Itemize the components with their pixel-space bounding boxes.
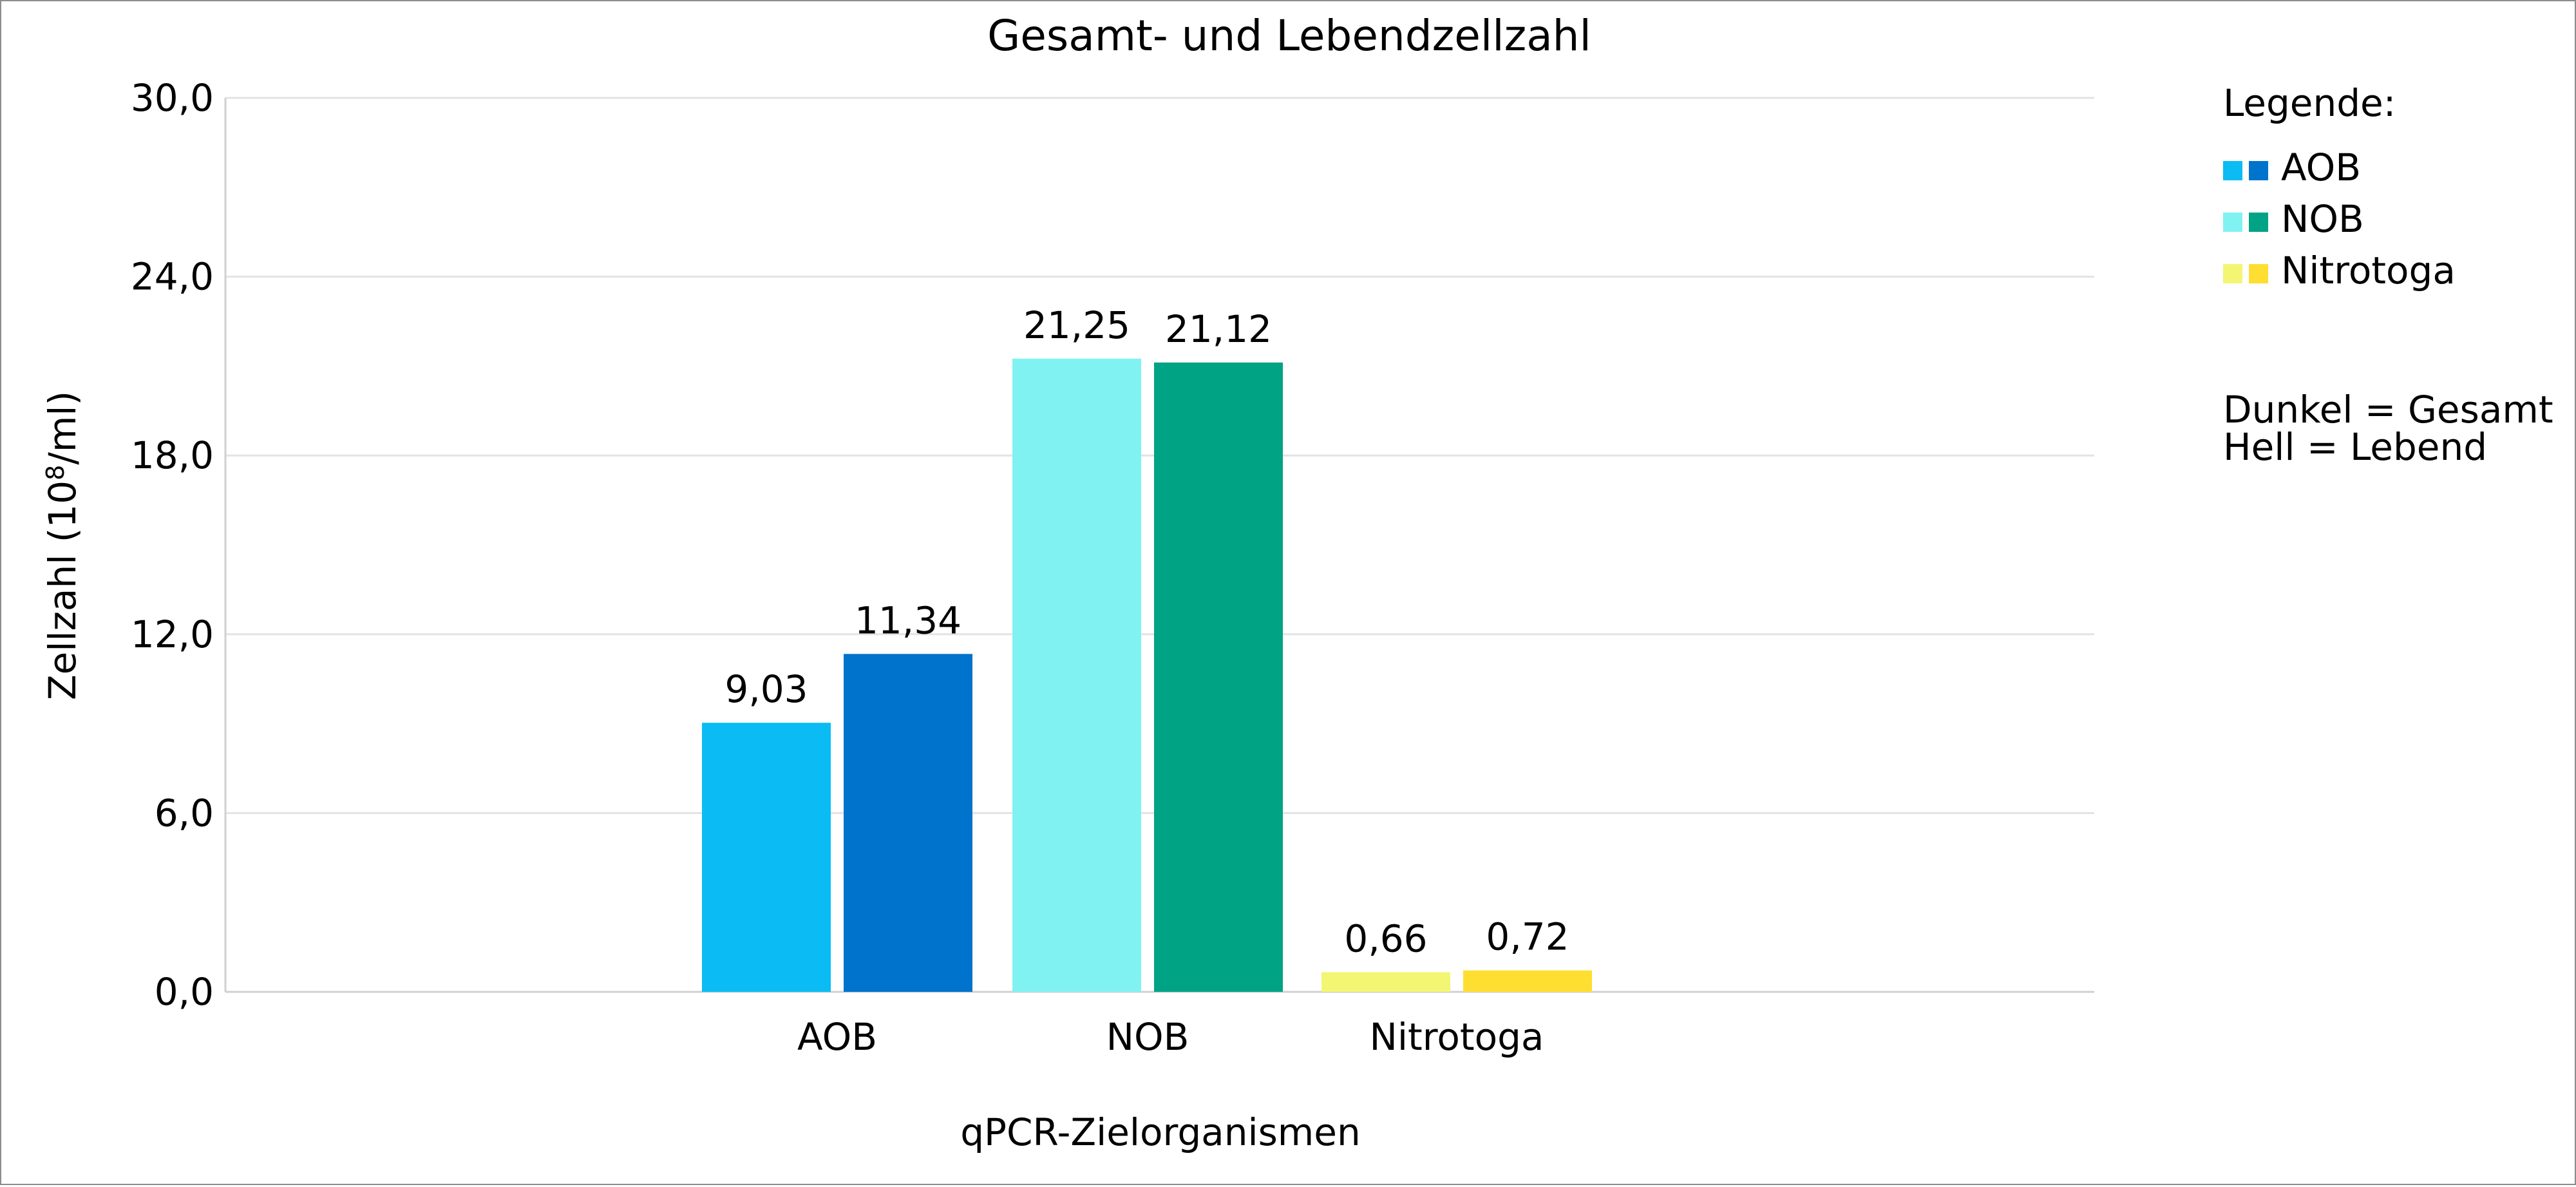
- legend-heading: Legende:: [2223, 81, 2396, 125]
- legend-swatch-light: [2223, 161, 2242, 180]
- legend-label: AOB: [2281, 146, 2361, 189]
- data-label: 0,66: [1344, 916, 1427, 960]
- bar-nitrotoga-lebend: [1321, 972, 1450, 992]
- legend: Legende: AOB NOB Nitrotoga Dunkel = Gesamt…: [2223, 81, 2553, 469]
- x-axis-categories: AOB NOB Nitrotoga: [797, 1015, 1544, 1059]
- y-axis-title-exponent: 8: [41, 465, 70, 480]
- data-label: 21,25: [1023, 303, 1130, 347]
- x-tick-label: AOB: [797, 1015, 877, 1059]
- legend-swatch-dark: [2249, 161, 2268, 180]
- legend-label: Nitrotoga: [2281, 249, 2456, 292]
- data-label: 21,12: [1165, 307, 1272, 351]
- bar-aob-gesamt: [844, 654, 972, 992]
- legend-label: NOB: [2281, 197, 2364, 241]
- legend-note-light: Hell = Lebend: [2223, 425, 2487, 469]
- data-labels: 9,03 11,34 21,25 21,12 0,66 0,72: [724, 303, 1569, 961]
- y-tick-label: 0,0: [155, 970, 214, 1014]
- legend-swatch-light: [2223, 213, 2242, 232]
- data-label: 11,34: [855, 598, 961, 642]
- bars: [702, 358, 1592, 992]
- data-label: 9,03: [724, 667, 808, 711]
- y-tick-label: 30,0: [131, 76, 214, 120]
- legend-swatch-light: [2223, 264, 2242, 283]
- data-label: 0,72: [1486, 915, 1569, 959]
- bar-nitrotoga-gesamt: [1463, 970, 1592, 992]
- legend-swatch-dark: [2249, 264, 2268, 283]
- x-tick-label: NOB: [1106, 1015, 1189, 1059]
- y-axis-ticks: 0,0 6,0 12,0 18,0 24,0 30,0: [131, 76, 214, 1014]
- y-axis-title: Zellzahl (108/ml): [41, 391, 84, 700]
- x-axis-title: qPCR-Zielorganismen: [960, 1110, 1361, 1154]
- x-tick-label: Nitrotoga: [1370, 1015, 1544, 1059]
- legend-note-dark: Dunkel = Gesamt: [2223, 388, 2553, 432]
- y-tick-label: 24,0: [131, 255, 214, 299]
- chart-title: Gesamt- und Lebendzellzahl: [987, 11, 1591, 61]
- legend-swatch-dark: [2249, 213, 2268, 232]
- y-tick-label: 18,0: [131, 433, 214, 477]
- legend-entries: AOB NOB Nitrotoga: [2223, 146, 2456, 292]
- y-tick-label: 12,0: [131, 612, 214, 656]
- bar-nob-lebend: [1012, 358, 1141, 992]
- bar-nob-gesamt: [1154, 362, 1283, 992]
- bar-aob-lebend: [702, 723, 831, 992]
- y-tick-label: 6,0: [155, 791, 214, 835]
